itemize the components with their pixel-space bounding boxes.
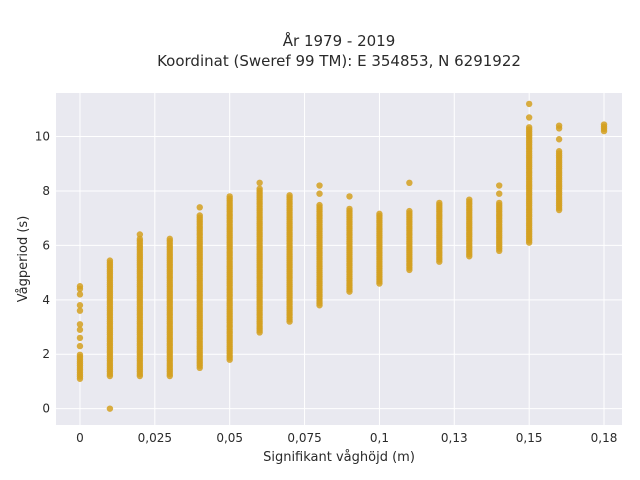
data-point (166, 235, 173, 243)
data-point (286, 192, 293, 199)
data-point (196, 204, 203, 211)
data-point (376, 210, 383, 218)
data-point (106, 257, 114, 264)
data-point (76, 321, 84, 328)
data-point (525, 114, 533, 121)
data-points (76, 100, 608, 412)
data-point (316, 201, 323, 209)
data-point (106, 405, 114, 412)
data-point (436, 199, 443, 207)
chart-title-line1: År 1979 - 2019 (283, 31, 396, 50)
data-point (316, 182, 323, 189)
data-point (226, 193, 233, 200)
data-point (496, 190, 503, 197)
y-tick-label: 2 (42, 347, 50, 361)
x-axis-title: Signifikant våghöjd (m) (263, 450, 415, 465)
data-point (555, 148, 563, 155)
data-point (136, 231, 144, 238)
x-tick-label: 0,025 (138, 431, 172, 445)
x-tick-label: 0,15 (516, 431, 543, 445)
x-tick-labels: 0 0,025 0,05 0,075 0,1 0,13 0,15 0,18 (76, 431, 617, 445)
data-point (196, 212, 203, 219)
data-point (600, 121, 608, 128)
data-point (76, 326, 84, 333)
x-tick-label: 0,18 (591, 431, 618, 445)
data-point (76, 351, 84, 358)
data-point (466, 196, 473, 203)
data-point (555, 122, 563, 129)
x-tick-label: 0 (76, 431, 84, 445)
data-point (256, 185, 263, 192)
data-point (76, 291, 84, 298)
data-point (496, 182, 503, 189)
chart-title-line2: Koordinat (Sweref 99 TM): E 354853, N 62… (157, 52, 521, 70)
data-point (256, 179, 263, 186)
y-axis-title: Vågperiod (s) (16, 216, 31, 303)
data-point (346, 205, 353, 213)
y-tick-label: 10 (35, 130, 50, 144)
data-point (525, 124, 533, 131)
data-point (316, 190, 323, 197)
y-tick-label: 4 (42, 293, 50, 307)
data-point (406, 179, 413, 186)
data-point (406, 207, 413, 215)
x-tick-label: 0,075 (287, 431, 321, 445)
data-point (555, 136, 563, 143)
y-tick-labels: 0 2 4 6 8 10 (35, 130, 50, 416)
data-point (76, 283, 84, 290)
y-tick-label: 6 (42, 238, 50, 252)
x-tick-label: 0,05 (216, 431, 243, 445)
data-point (76, 334, 84, 342)
x-tick-label: 0,13 (441, 431, 468, 445)
data-point (496, 199, 503, 207)
y-tick-label: 8 (42, 184, 50, 198)
y-tick-label: 0 (42, 402, 50, 416)
data-point (76, 302, 84, 309)
x-tick-label: 0,1 (370, 431, 389, 445)
data-point (525, 100, 533, 108)
data-point (76, 342, 84, 350)
data-point (76, 307, 84, 314)
data-point (346, 193, 353, 200)
